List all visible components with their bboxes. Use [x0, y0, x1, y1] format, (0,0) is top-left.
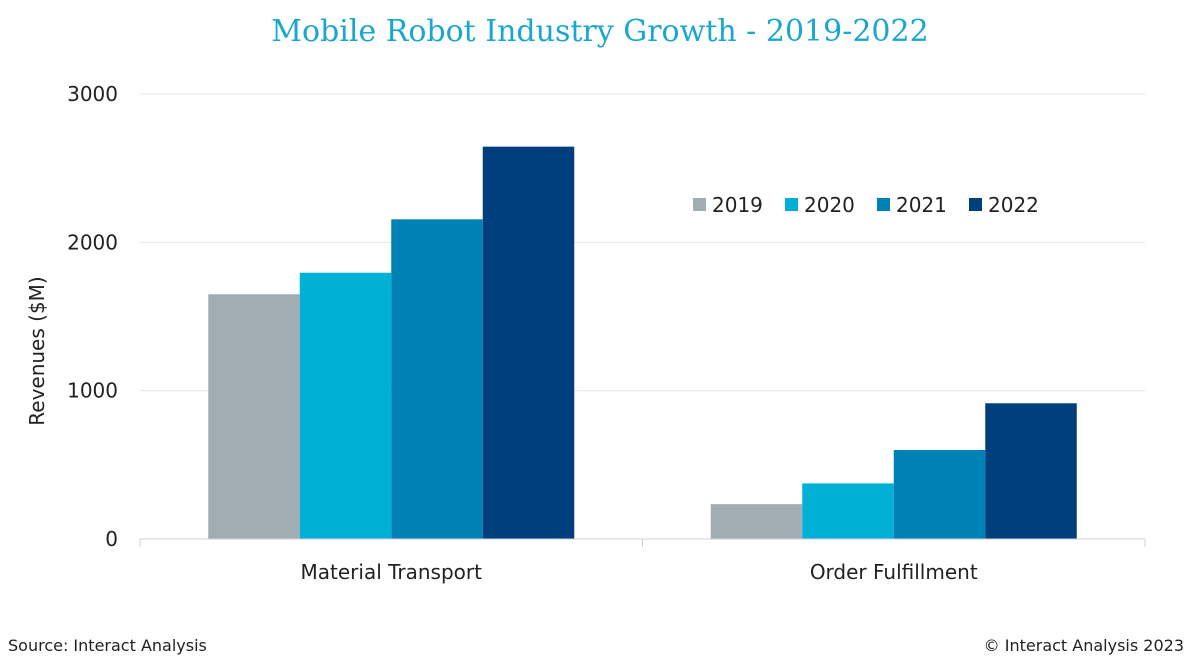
x-tick-label: Order Fulfillment — [810, 560, 978, 584]
bar-2021-material-transport — [391, 219, 483, 539]
legend-label: 2019 — [712, 193, 763, 217]
legend-swatch-2019 — [693, 198, 706, 211]
y-tick-label: 2000 — [67, 230, 118, 254]
y-tick-label: 1000 — [67, 379, 118, 403]
y-tick-label: 3000 — [67, 82, 118, 106]
legend-swatch-2020 — [785, 198, 798, 211]
legend: 2019 2020 2021 2022 — [693, 193, 1039, 217]
legend-label: 2020 — [804, 193, 855, 217]
bar-2020-order-fulfillment — [802, 483, 894, 539]
axes: 0 1000 2000 3000 Material Transport Order Ful… — [67, 82, 1146, 584]
bar-2022-material-transport — [482, 146, 575, 540]
bar-2019-material-transport — [208, 294, 300, 539]
legend-label: 2021 — [896, 193, 947, 217]
bar-2019-order-fulfillment — [710, 504, 803, 539]
copyright-note: © Interact Analysis 2023 — [983, 636, 1184, 655]
legend-label: 2022 — [988, 193, 1039, 217]
bar-2021-order-fulfillment — [893, 450, 986, 539]
bar-2020-material-transport — [299, 272, 392, 539]
x-tick-label: Material Transport — [301, 560, 483, 584]
source-note: Source: Interact Analysis — [8, 636, 207, 655]
y-tick-label: 0 — [105, 527, 118, 551]
bars — [208, 146, 1077, 540]
chart-title: Mobile Robot Industry Growth - 2019-2022 — [271, 14, 929, 49]
legend-swatch-2021 — [877, 198, 890, 211]
legend-swatch-2022 — [969, 198, 982, 211]
bar-2022-order-fulfillment — [985, 403, 1077, 539]
y-axis-label: Revenues ($M) — [25, 276, 49, 425]
